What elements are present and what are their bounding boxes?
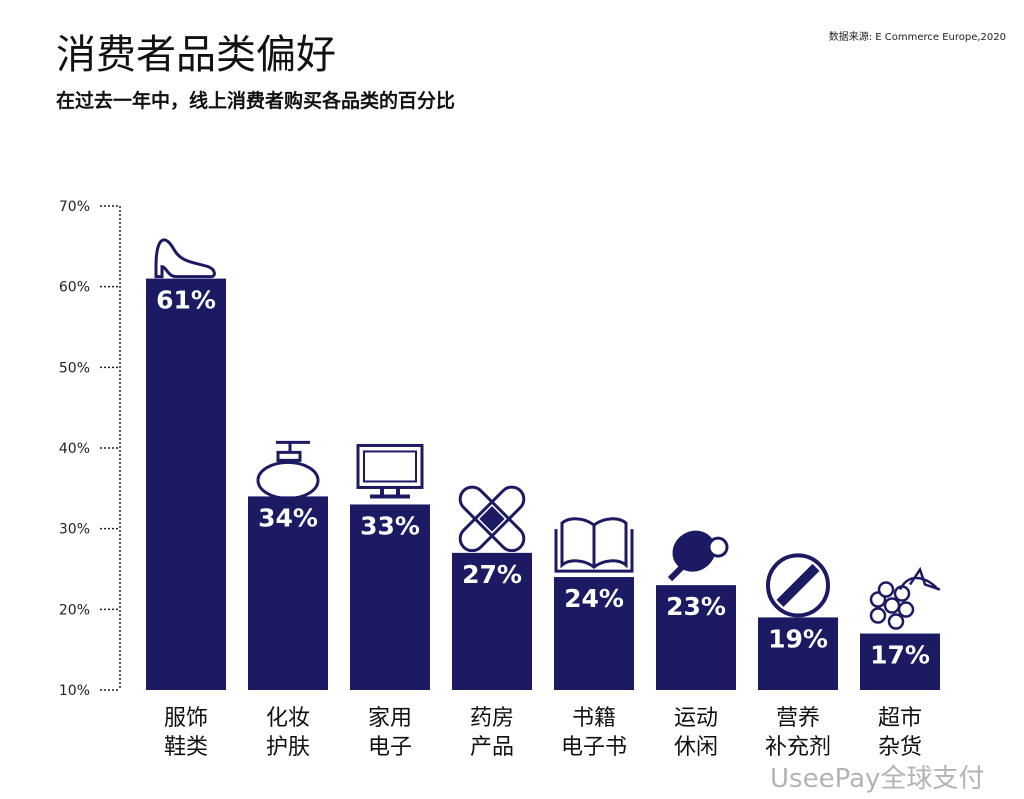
y-tick-label: 60% (59, 280, 90, 296)
x-tick-label: 休闲 (674, 735, 718, 760)
pill-icon (766, 553, 830, 618)
x-tick-label: 营养 (776, 706, 820, 731)
bar (860, 633, 940, 690)
grapes-icon (869, 566, 941, 630)
x-tick-label: 运动 (674, 706, 718, 731)
x-tick-label: 书籍 (572, 706, 616, 731)
bar (452, 552, 532, 690)
bar (146, 278, 226, 690)
data-label: 61% (156, 286, 216, 315)
x-tick-label: 产品 (470, 735, 514, 760)
y-tick-label: 50% (59, 360, 90, 376)
high-heel-shoe-icon (154, 238, 216, 279)
data-label: 17% (870, 641, 930, 670)
bar (758, 617, 838, 690)
bar (656, 585, 736, 690)
data-label: 23% (666, 592, 726, 621)
x-tick-label: 超市 (878, 706, 922, 731)
y-tick-label: 20% (59, 602, 90, 618)
data-label: 33% (360, 511, 420, 540)
data-label: 19% (768, 624, 828, 653)
source-note: 数据来源: E Commerce Europe,2020 (828, 32, 1006, 43)
x-tick-label: 电子书 (561, 735, 627, 760)
x-tick-label: 服饰 (164, 706, 208, 731)
data-label: 27% (462, 560, 522, 589)
x-tick-label: 护肤 (266, 735, 310, 760)
chart-subtitle: 在过去一年中，线上消费者购买各品类的百分比 (56, 90, 456, 112)
x-tick-label: 电子 (368, 735, 412, 760)
monitor-icon (356, 443, 424, 499)
y-tick-label: 70% (59, 199, 90, 215)
x-tick-label: 化妆 (266, 706, 310, 731)
x-tick-label: 药房 (470, 706, 514, 731)
perfume-bottle-icon (256, 440, 320, 500)
watermark: UseePay全球支付 (770, 764, 985, 794)
x-tick-label: 杂货 (878, 735, 922, 760)
y-tick-label: 10% (59, 683, 90, 699)
ping-pong-paddle-icon (667, 530, 729, 582)
y-tick-label: 40% (59, 441, 90, 457)
x-tick-label: 家用 (368, 706, 412, 731)
data-label: 24% (564, 584, 624, 613)
bandage-icon (458, 485, 526, 553)
data-label: 34% (258, 503, 318, 532)
bar (554, 577, 634, 690)
chart-title: 消费者品类偏好 (56, 32, 336, 78)
x-tick-label: 补充剂 (765, 735, 831, 760)
bar (350, 504, 430, 690)
y-tick-label: 30% (59, 522, 90, 538)
book-icon (554, 517, 634, 573)
bar (248, 496, 328, 690)
x-tick-label: 鞋类 (164, 735, 208, 760)
